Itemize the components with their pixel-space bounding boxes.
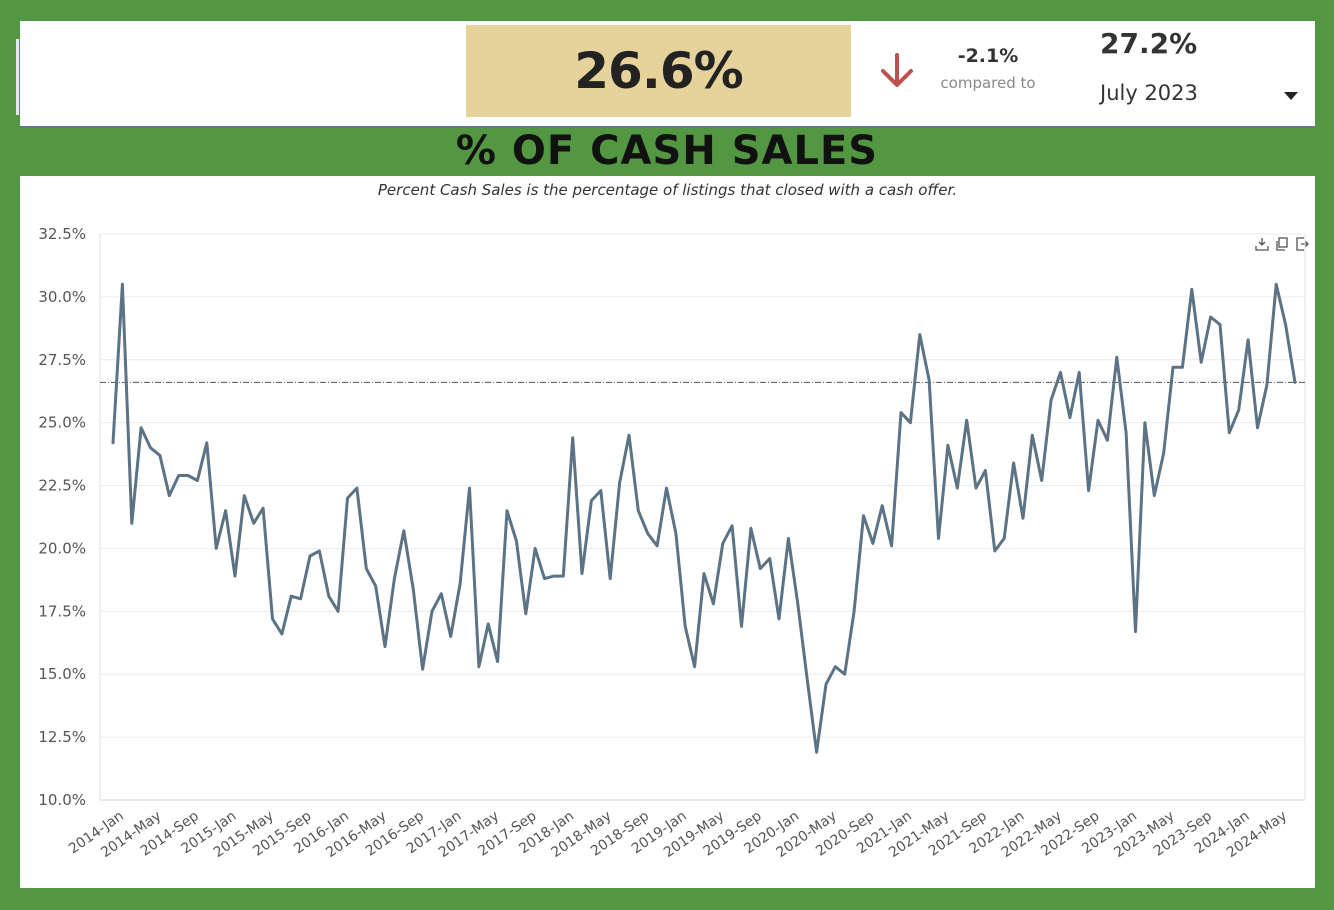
y-tick-label: 12.5% [38,728,86,746]
series-line [111,282,1297,754]
y-tick-label: 27.5% [38,351,86,369]
copy-icon[interactable] [1275,237,1289,251]
line-chart: 10.0% 12.5% 15.0% 17.5% 20.0% 22.5% 25.0% 27.5%… [38,225,1306,861]
chart-panel: Percent Cash Sales is the percentage of … [20,176,1315,888]
compare-value: 27.2% [1100,27,1198,60]
divider [16,39,19,115]
compared-label: compared to [940,74,1036,92]
down-arrow-icon [881,53,913,87]
page-title: % OF CASH SALES [455,128,879,174]
chevron-down-icon[interactable] [1284,92,1298,100]
y-tick-label: 17.5% [38,602,86,620]
compare-date-select[interactable]: July 2023 [1100,81,1198,105]
y-tick-label: 25.0% [38,414,86,432]
chart-subtitle: Percent Cash Sales is the percentage of … [377,181,958,199]
download-icon[interactable] [1255,237,1269,251]
y-tick-label: 30.0% [38,288,86,306]
current-metric-box: 26.6% [466,25,851,117]
change-value: -2.1% [957,45,1019,67]
current-value: 26.6% [574,42,743,100]
y-tick-label: 10.0% [38,791,86,809]
y-tick-label: 20.0% [38,539,86,557]
summary-panel: 26.6% -2.1% compared to 27.2% July 2023 [16,21,1315,128]
y-tick-label: 15.0% [38,665,86,683]
y-tick-label: 32.5% [38,225,86,243]
y-tick-label: 22.5% [38,477,86,495]
